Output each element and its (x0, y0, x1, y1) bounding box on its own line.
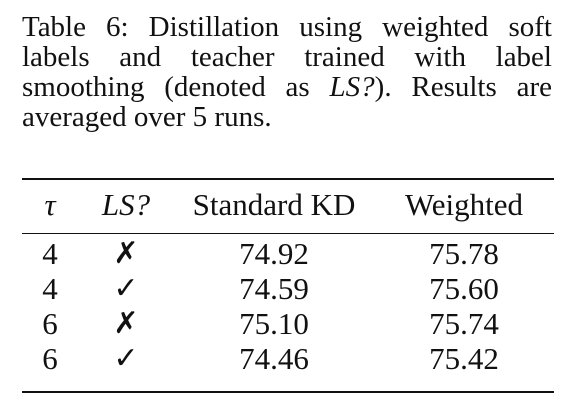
cross-mark-icon: ✗ (113, 236, 139, 271)
check-mark-icon: ✓ (113, 341, 139, 376)
cell-tau: 4 (42, 271, 58, 306)
caption-ls-term: LS? (329, 71, 375, 103)
cell-standard-kd: 74.46 (239, 341, 309, 376)
table-caption: Table 6: Distillation using weighted sof… (22, 12, 552, 132)
cell-weighted: 75.74 (429, 306, 499, 341)
cell-tau: 6 (42, 341, 58, 376)
header-standard-kd: Standard KD (192, 187, 356, 222)
table-top-rule (22, 178, 554, 180)
table-row: 4 ✗ 74.92 75.78 (22, 236, 554, 271)
table-header-row: τ LS? Standard KD Weighted (22, 182, 554, 228)
cell-standard-kd: 75.10 (239, 306, 309, 341)
cell-weighted: 75.60 (429, 271, 499, 306)
cell-standard-kd: 74.92 (239, 236, 309, 271)
table-row: 6 ✓ 74.46 75.42 (22, 341, 554, 376)
cell-weighted: 75.42 (429, 341, 499, 376)
table-bottom-rule (22, 391, 554, 393)
check-mark-icon: ✓ (113, 271, 139, 306)
cell-standard-kd: 74.59 (239, 271, 309, 306)
header-weighted: Weighted (404, 187, 524, 222)
cell-tau: 4 (42, 236, 58, 271)
caption-text-start: Table 6: Distillation using weighted sof… (22, 11, 552, 103)
header-ls: LS? (101, 187, 151, 222)
header-tau: τ (44, 187, 56, 222)
caption-text-end: ). Results are averaged over 5 runs. (22, 71, 552, 133)
table-row: 6 ✗ 75.10 75.74 (22, 306, 554, 341)
table-row: 4 ✓ 74.59 75.60 (22, 271, 554, 306)
table-header-rule (22, 233, 554, 234)
cell-weighted: 75.78 (429, 236, 499, 271)
results-table: τ LS? Standard KD Weighted 4 ✗ 74.92 75.… (22, 182, 554, 376)
cross-mark-icon: ✗ (113, 306, 139, 341)
cell-tau: 6 (42, 306, 58, 341)
